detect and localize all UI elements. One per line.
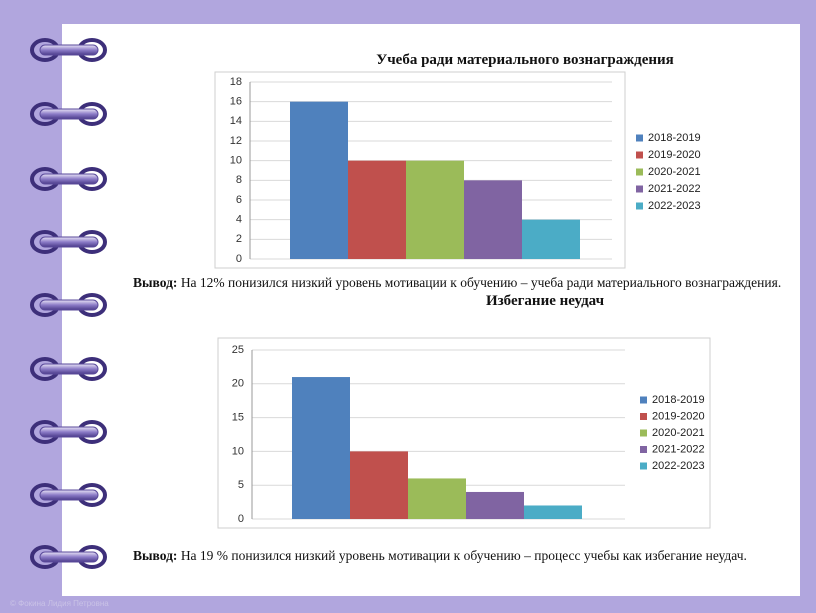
chart-title: Учеба ради материального вознаграждения bbox=[376, 52, 674, 68]
y-tick-label: 16 bbox=[230, 96, 242, 108]
footer: © Фокина Лидия Петровна bbox=[10, 599, 109, 608]
ring-bar bbox=[39, 299, 99, 311]
y-tick-label: 12 bbox=[230, 135, 242, 147]
legend-label: 2020-2021 bbox=[648, 166, 701, 178]
bar bbox=[464, 180, 522, 259]
y-tick-label: 18 bbox=[230, 76, 242, 88]
y-tick-label: 25 bbox=[232, 344, 244, 356]
bar bbox=[406, 160, 464, 259]
legend-swatch bbox=[640, 413, 647, 420]
ring-bar bbox=[39, 236, 99, 248]
ring-bar bbox=[39, 44, 99, 56]
y-tick-label: 10 bbox=[232, 445, 244, 457]
legend-label: 2019-2020 bbox=[648, 149, 701, 161]
legend-swatch bbox=[636, 134, 643, 142]
legend-swatch bbox=[640, 429, 647, 437]
y-tick-label: 10 bbox=[230, 155, 242, 167]
legend-swatch bbox=[636, 185, 643, 193]
chart-title: Избегание неудач bbox=[486, 293, 605, 309]
conclusion: Вывод: На 12% понизился низкий уровень м… bbox=[133, 275, 781, 290]
legend-swatch bbox=[636, 202, 643, 210]
legend-label: 2022-2023 bbox=[648, 200, 701, 212]
bar bbox=[408, 478, 466, 519]
legend-swatch bbox=[636, 151, 643, 159]
spiral bbox=[30, 38, 107, 569]
legend-swatch bbox=[640, 462, 647, 470]
bar bbox=[348, 160, 406, 259]
y-tick-label: 15 bbox=[232, 412, 244, 424]
y-tick-label: 5 bbox=[238, 479, 244, 491]
y-tick-label: 14 bbox=[230, 115, 242, 127]
legend-label: 2022-2023 bbox=[652, 460, 705, 472]
legend-swatch bbox=[640, 446, 647, 453]
legend-label: 2019-2020 bbox=[652, 410, 705, 422]
legend-label: 2018-2019 bbox=[648, 132, 701, 144]
y-tick-label: 20 bbox=[232, 378, 244, 390]
bar bbox=[292, 377, 350, 519]
ring-bar bbox=[39, 363, 99, 375]
bar bbox=[466, 491, 524, 519]
legend-label: 2020-2021 bbox=[652, 427, 705, 439]
y-tick-label: 8 bbox=[236, 174, 242, 186]
bar bbox=[290, 101, 348, 260]
ring-bar bbox=[39, 489, 99, 501]
legend-label: 2021-2022 bbox=[652, 443, 705, 455]
y-tick-label: 6 bbox=[236, 194, 242, 206]
legend-swatch bbox=[640, 396, 647, 404]
conclusion-text: На 19 % понизился низкий уровень мотивац… bbox=[181, 548, 747, 563]
legend-label: 2018-2019 bbox=[652, 394, 705, 406]
ring-bar bbox=[39, 426, 99, 438]
y-tick-label: 0 bbox=[238, 513, 244, 525]
y-tick-label: 0 bbox=[236, 253, 242, 265]
conclusion-label: Вывод: bbox=[133, 275, 177, 290]
conclusion-text: На 12% понизился низкий уровень мотиваци… bbox=[181, 275, 781, 290]
ring-bar bbox=[39, 551, 99, 563]
y-tick-label: 2 bbox=[236, 233, 242, 245]
y-tick-label: 4 bbox=[236, 214, 242, 226]
legend-swatch bbox=[636, 168, 643, 176]
ring-bar bbox=[39, 173, 99, 185]
bar bbox=[522, 219, 580, 259]
conclusion: Вывод: На 19 % понизился низкий уровень … bbox=[133, 548, 747, 563]
bar bbox=[524, 505, 582, 519]
bar bbox=[350, 451, 408, 519]
ring-bar bbox=[39, 108, 99, 120]
conclusion-label: Вывод: bbox=[133, 548, 177, 563]
legend-label: 2021-2022 bbox=[648, 183, 701, 195]
